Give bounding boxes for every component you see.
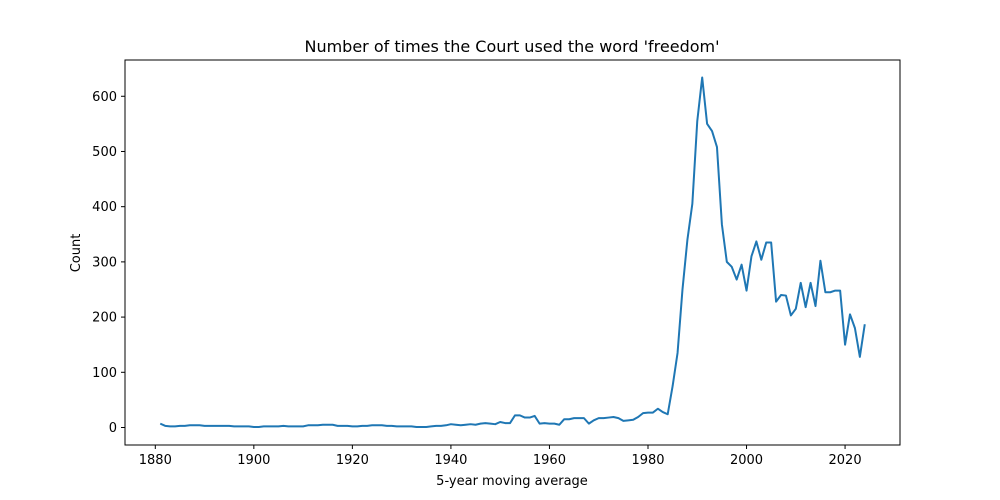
x-tick-label: 1900 — [237, 453, 270, 468]
y-tick-label: 200 — [92, 311, 117, 326]
y-tick-label: 300 — [92, 255, 117, 270]
y-tick-label: 100 — [92, 366, 117, 381]
y-axis-label: Count — [69, 234, 84, 273]
chart-title: Number of times the Court used the word … — [304, 37, 719, 56]
y-tick-label: 400 — [92, 200, 117, 215]
data-line — [159, 76, 866, 428]
y-tick-label: 500 — [92, 145, 117, 160]
x-tick-label: 1920 — [336, 453, 369, 468]
x-tick-label: 2000 — [730, 453, 763, 468]
x-tick-label: 2020 — [829, 453, 862, 468]
y-tick-label: 600 — [92, 90, 117, 105]
x-tick-label: 1960 — [533, 453, 566, 468]
x-tick-label: 1940 — [434, 453, 467, 468]
y-tick-label: 0 — [109, 421, 117, 436]
x-axis-label: 5-year moving average — [436, 474, 588, 489]
x-tick-label: 1880 — [139, 453, 172, 468]
plot-frame — [124, 59, 901, 446]
x-tick-label: 1980 — [631, 453, 664, 468]
